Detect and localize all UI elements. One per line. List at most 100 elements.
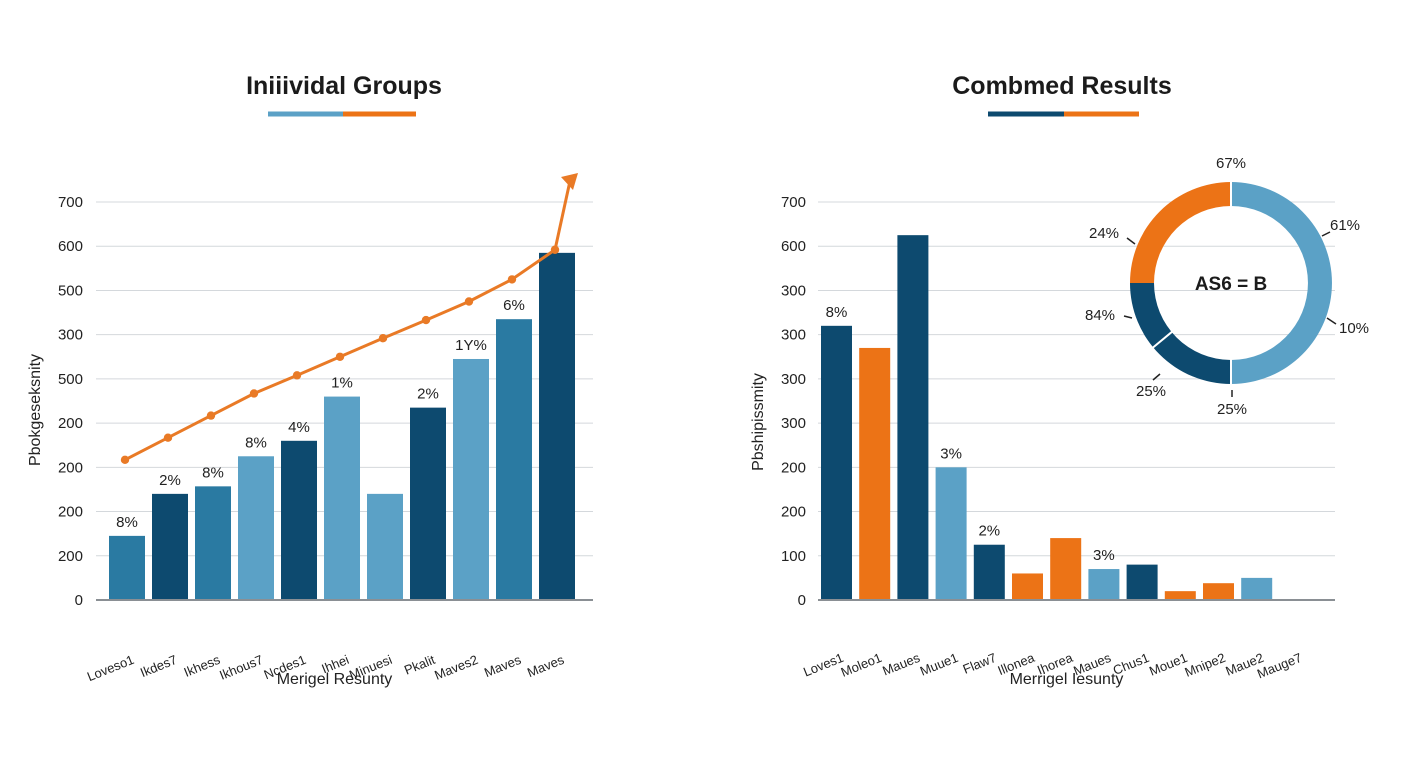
bar xyxy=(1164,591,1196,600)
y-tick-label: 700 xyxy=(781,194,806,211)
bar xyxy=(935,467,967,600)
x-tick-label: Ikhous7 xyxy=(217,652,265,683)
bar-data-label: 2% xyxy=(978,523,1000,540)
donut-outer-label: 24% xyxy=(1089,225,1119,242)
y-tick-label: 200 xyxy=(58,548,83,565)
donut-outer-label: 10% xyxy=(1339,320,1369,337)
bar-data-label: 3% xyxy=(940,445,962,462)
bar-data-label: 8% xyxy=(116,514,138,531)
bar-data-label: 8% xyxy=(245,434,267,451)
trend-point xyxy=(163,433,173,442)
trend-point xyxy=(421,315,431,325)
bar-data-label: 1% xyxy=(331,375,353,392)
y-tick-label: 0 xyxy=(798,592,806,609)
bar xyxy=(1241,577,1273,600)
y-tick-label: 300 xyxy=(781,371,806,388)
y-tick-label: 200 xyxy=(781,459,806,476)
donut-outer-label: 61% xyxy=(1330,217,1360,234)
y-tick-label: 600 xyxy=(58,238,83,255)
trend-point xyxy=(464,297,474,306)
donut-leader-tick xyxy=(1126,237,1136,245)
bar xyxy=(496,319,532,600)
trend-arrow-shaft xyxy=(553,180,572,251)
chart-title: Combmed Results xyxy=(952,72,1171,100)
x-tick-label: Maves2 xyxy=(432,652,480,683)
donut-outer-label: 67% xyxy=(1216,155,1246,172)
x-axis-title: Merrigel Iesunty xyxy=(1010,671,1124,688)
bar-data-label: 1Y% xyxy=(455,337,487,354)
trend-arrow-head xyxy=(561,173,578,190)
x-tick-label: Ikhess xyxy=(182,652,223,680)
donut-chart: AS6 = B 67% 61% 10% 25% 25% 84% 24% xyxy=(1085,155,1369,418)
bar xyxy=(410,407,446,600)
donut-leader-tick xyxy=(1321,231,1331,237)
bar xyxy=(367,493,403,600)
bar-data-label: 6% xyxy=(503,297,525,314)
bar-data-label: 8% xyxy=(826,304,848,321)
y-tick-label: 200 xyxy=(58,504,83,521)
bar-data-label: 2% xyxy=(159,472,181,489)
bar xyxy=(1012,573,1043,600)
trend-point xyxy=(292,371,302,380)
bar xyxy=(539,252,575,600)
bar xyxy=(109,535,145,600)
y-tick-label: 500 xyxy=(58,371,83,388)
combined-results-chart: Combmed Results 0 100 200 200 300 300 300 300 600… xyxy=(750,72,1335,688)
x-tick-label: Loveso1 xyxy=(85,652,136,684)
x-tick-label: Flaw7 xyxy=(961,650,999,677)
bar xyxy=(238,456,274,600)
bar xyxy=(1088,569,1120,600)
bar-data-label: 4% xyxy=(288,419,310,436)
x-tick-label: Muue1 xyxy=(918,650,960,679)
trend-point xyxy=(335,352,345,361)
donut-outer-label: 25% xyxy=(1217,401,1247,418)
bar xyxy=(281,440,317,600)
bar xyxy=(152,493,188,600)
bar xyxy=(1126,564,1158,600)
donut-outer-label: 25% xyxy=(1136,383,1166,400)
y-tick-label: 600 xyxy=(781,238,806,255)
x-tick-label: Moleo1 xyxy=(839,650,884,680)
x-tick-label: Maues xyxy=(880,650,922,679)
bar xyxy=(324,396,360,600)
y-tick-label: 200 xyxy=(58,459,83,476)
y-axis-title: Pbshipissmity xyxy=(750,373,767,471)
y-tick-label: 0 xyxy=(75,592,83,609)
donut-leader-tick xyxy=(1326,317,1337,325)
y-tick-label: 500 xyxy=(58,282,83,299)
donut-slice xyxy=(1130,182,1231,283)
x-tick-label: Maves xyxy=(482,652,524,680)
x-tick-label: Maves xyxy=(525,652,567,680)
bar xyxy=(1050,538,1082,600)
donut-leader-tick xyxy=(1123,315,1133,319)
y-tick-label: 300 xyxy=(781,415,806,432)
y-tick-label: 100 xyxy=(781,548,806,565)
y-axis-title: Pbokgeseksnity xyxy=(27,354,44,466)
bar xyxy=(897,235,929,600)
trend-point xyxy=(378,334,388,343)
bar-data-label: 2% xyxy=(417,386,439,403)
y-tick-label: 200 xyxy=(58,415,83,432)
bar xyxy=(1203,583,1234,600)
bar xyxy=(195,486,231,600)
trend-point xyxy=(120,455,130,465)
donut-center-label: AS6 = B xyxy=(1195,274,1267,295)
chart-title: Iniiividal Groups xyxy=(246,72,442,100)
donut-outer-label: 84% xyxy=(1085,307,1115,324)
x-tick-label: Mauge7 xyxy=(1255,650,1304,682)
bar xyxy=(973,544,1005,600)
bar-data-label: 8% xyxy=(202,464,224,481)
donut-slice xyxy=(1130,283,1231,384)
y-tick-label: 700 xyxy=(58,194,83,211)
donut-leader-tick xyxy=(1152,373,1161,381)
bar-data-label: 3% xyxy=(1093,547,1115,564)
x-tick-label: Mnipe2 xyxy=(1182,650,1227,680)
bar xyxy=(453,358,489,600)
trend-point xyxy=(249,389,259,398)
bar xyxy=(821,325,852,600)
trend-point xyxy=(507,275,517,284)
y-tick-label: 200 xyxy=(781,504,806,521)
trend-point xyxy=(206,411,216,420)
bar xyxy=(859,347,891,600)
